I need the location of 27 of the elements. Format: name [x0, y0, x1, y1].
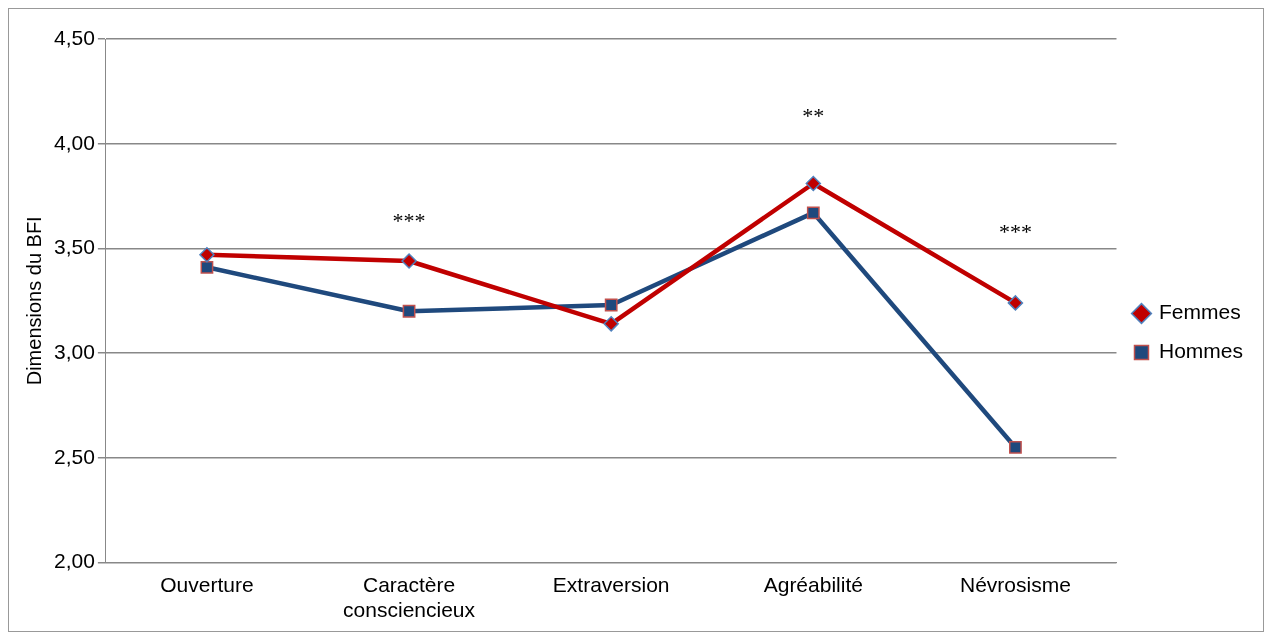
point — [603, 316, 619, 332]
y-tick-label: 3,50 — [54, 235, 95, 259]
point — [1007, 295, 1024, 311]
y-tick-label: 2,00 — [54, 549, 95, 573]
x-tick-label: Extraversion — [552, 573, 670, 596]
annotation: ** — [802, 103, 825, 129]
annotation: *** — [392, 208, 426, 234]
y-tick-label: 2,50 — [54, 444, 95, 468]
point — [604, 298, 618, 312]
legend-label: Femmes — [1158, 300, 1241, 324]
point — [402, 304, 416, 318]
point — [199, 246, 215, 263]
legend-label: Hommes — [1158, 339, 1244, 363]
x-tick-label: Ouverture — [160, 573, 254, 596]
y-tick-label: 4,50 — [54, 25, 95, 49]
x-tick-label: Agréabilité — [763, 573, 863, 596]
point — [805, 175, 822, 192]
y-axis-title: Dimensions du BFI — [22, 216, 45, 386]
point — [1009, 441, 1022, 454]
point — [806, 206, 820, 220]
y-tick-label: 3,00 — [54, 339, 95, 363]
x-tick-label: Caractère consciencieux — [343, 573, 476, 622]
y-tick-label: 4,00 — [54, 130, 95, 154]
annotation: *** — [998, 218, 1032, 244]
point — [401, 253, 417, 269]
x-tick-label: Névrosisme — [960, 573, 1071, 596]
point — [200, 260, 214, 274]
